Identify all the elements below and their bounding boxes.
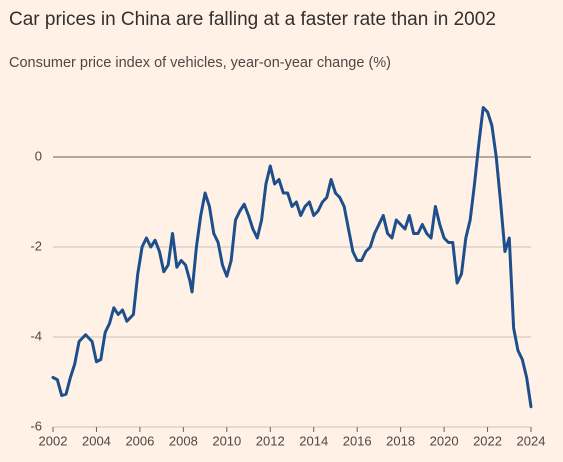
y-tick-label: 0 bbox=[35, 148, 42, 163]
x-tick-label: 2004 bbox=[82, 433, 111, 448]
x-tick-label: 2020 bbox=[430, 433, 459, 448]
x-tick-label: 2024 bbox=[517, 433, 546, 448]
chart-title: Car prices in China are falling at a fas… bbox=[9, 9, 496, 30]
x-tick-label: 2014 bbox=[299, 433, 328, 448]
y-tick-label: -4 bbox=[30, 328, 42, 343]
x-tick-label: 2018 bbox=[386, 433, 415, 448]
x-tick-label: 2008 bbox=[169, 433, 198, 448]
x-tick-label: 2010 bbox=[212, 433, 241, 448]
x-tick-label: 2006 bbox=[125, 433, 154, 448]
x-tick-label: 2022 bbox=[473, 433, 502, 448]
x-tick-label: 2016 bbox=[343, 433, 372, 448]
y-tick-label: -2 bbox=[30, 238, 42, 253]
line bbox=[51, 106, 533, 409]
x-tick-label: 2002 bbox=[39, 433, 68, 448]
y-tick-label: -6 bbox=[30, 418, 42, 433]
chart-subtitle: Consumer price index of vehicles, year-o… bbox=[9, 55, 391, 71]
x-tick-label: 2012 bbox=[256, 433, 285, 448]
